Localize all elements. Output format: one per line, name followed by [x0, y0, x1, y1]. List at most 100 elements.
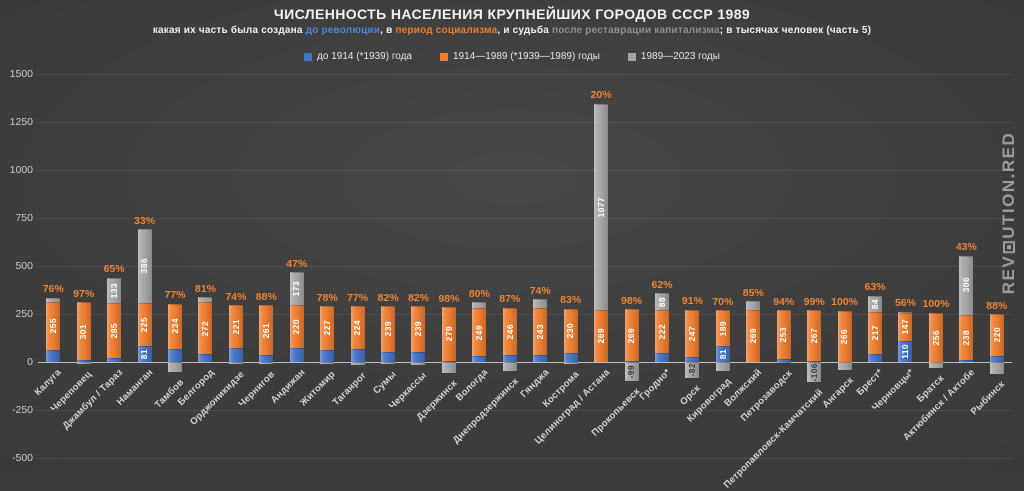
bar-sheen [46, 297, 61, 302]
bar-sheen [624, 362, 639, 381]
bar-percent-label: 100% [922, 298, 950, 311]
bar-segment-1989-2023-negative [381, 362, 396, 365]
bar-segment-1914-1989: 269 [624, 309, 639, 362]
watermark: REV UTION.RED [999, 132, 1019, 294]
bar-percent-label: 74% [225, 290, 247, 303]
bar-sheen [715, 346, 730, 362]
y-tick-label: 250 [15, 308, 33, 320]
bar-segment-pre1914 [167, 348, 182, 362]
bar-sheen [776, 358, 791, 362]
bar-segment-1914-1989: 224 [350, 306, 365, 350]
gridline [38, 458, 1012, 459]
bar-sheen [868, 312, 883, 354]
bar-sheen [563, 362, 578, 365]
bar-sheen [259, 355, 274, 362]
bar-sheen [76, 360, 91, 362]
category-label: Прокопьевск [589, 386, 643, 439]
bar-value-label: 147 [900, 319, 911, 335]
bar-segment-1989-2023-negative [167, 362, 182, 372]
bar-segment-pre1914 [198, 354, 213, 362]
bar-percent-label: 80% [468, 287, 490, 300]
bar-segment-pre1914 [502, 354, 517, 362]
bar-segment-1989-2023-negative [350, 362, 365, 366]
bar-sheen [928, 312, 943, 362]
bar-segment-1914-1989: 249 [472, 308, 487, 357]
bar-sheen [715, 310, 730, 347]
legend-label: 1989—2023 годы [640, 51, 720, 62]
bar-value-label: 239 [382, 321, 393, 337]
bar-sheen [807, 310, 822, 362]
bar-sheen [381, 362, 396, 365]
bar-percent-label: 47% [286, 257, 308, 270]
bar-sheen [259, 305, 274, 356]
bar-segment-pre1914 [472, 356, 487, 362]
bar-segment-1914-1989: 266 [837, 310, 852, 362]
gridline [38, 122, 1012, 123]
bar-segment-1989-2023: 1077 [594, 103, 609, 311]
bar-segment-pre1914 [76, 360, 91, 362]
bar-segment-pre1914: 81 [715, 346, 730, 362]
bar-percent-label: 83% [560, 294, 582, 307]
bar-value-label: 306 [961, 277, 972, 293]
bar-sheen [350, 306, 365, 350]
bar-segment-1914-1989: 243 [533, 308, 548, 355]
subtitle-part-2: , в [380, 25, 396, 36]
bar-sheen [807, 362, 822, 383]
category-label: Рыбинск [969, 378, 1008, 418]
bar-segment-pre1914 [533, 354, 548, 362]
bar-value-label: 255 [47, 318, 58, 334]
bar-segment-1914-1989: 261 [259, 305, 274, 356]
gridline [38, 314, 1012, 315]
bar-segment-1989-2023-negative [441, 362, 456, 374]
bar-sheen [472, 356, 487, 362]
bar-sheen [594, 310, 609, 362]
bar-percent-label: 74% [529, 284, 551, 297]
bar-value-label: 256 [930, 329, 941, 346]
bar-segment-1914-1989: 269 [594, 310, 609, 362]
bar-sheen [167, 303, 182, 349]
bar-percent-label: 88% [986, 299, 1008, 312]
bar-percent-label: 81% [194, 282, 216, 295]
bar-segment-1989-2023: 84 [868, 295, 883, 313]
bar-value-label: 253 [778, 326, 789, 343]
bar-segment-1989-2023 [898, 311, 913, 313]
bar-sheen [746, 301, 761, 311]
bar-percent-label: 56% [894, 297, 916, 309]
bar-sheen [411, 362, 426, 366]
bar-segment-1989-2023-negative [320, 362, 335, 365]
bar-segment-1989-2023: 88 [654, 293, 669, 311]
bar-segment-1989-2023 [46, 297, 61, 302]
bar-value-label: 173 [291, 281, 302, 297]
bar-value-label: -82 [687, 363, 698, 377]
bar-value-label: 267 [808, 328, 819, 344]
bar-value-label: 279 [443, 326, 454, 342]
gridline [38, 170, 1012, 171]
bar-segment-1914-1989: 234 [167, 303, 182, 349]
bar-segment-pre1914: 110 [898, 340, 913, 362]
bar-percent-label: 98% [621, 294, 643, 307]
bar-sheen [289, 272, 304, 306]
bar-value-label: 220 [991, 327, 1002, 343]
bar-segment-pre1914 [563, 352, 578, 362]
bar-segment-1914-1989: 189 [715, 310, 730, 347]
bar-segment-1989-2023-negative [989, 362, 1004, 374]
bar-sheen [685, 357, 700, 362]
bar-value-label: 266 [839, 328, 850, 345]
bar-segment-1989-2023: 386 [137, 229, 152, 304]
bar-value-label: 217 [869, 325, 880, 341]
bar-value-label: 269 [595, 328, 606, 344]
bar-segment-1914-1989: 301 [76, 302, 91, 361]
subtitle-part-0: какая их часть была создана [152, 25, 306, 36]
bar-percent-label: 65% [103, 263, 125, 276]
bar-percent-label: 99% [803, 295, 825, 308]
y-tick-label: -500 [11, 452, 33, 464]
category-label: Петропавловск-Камчатский [721, 387, 825, 491]
bar-segment-1914-1989: 256 [928, 312, 943, 362]
bar-segment-pre1914 [228, 347, 243, 362]
legend-label: 1914—1989 (*1939—1989) годы [453, 51, 600, 62]
bar-segment-pre1914 [381, 352, 396, 362]
bar-sheen [137, 229, 152, 304]
bar-sheen [563, 308, 578, 353]
subtitle-part-1: до революции [305, 25, 381, 36]
subtitle-part-3: период социализма [395, 25, 498, 36]
